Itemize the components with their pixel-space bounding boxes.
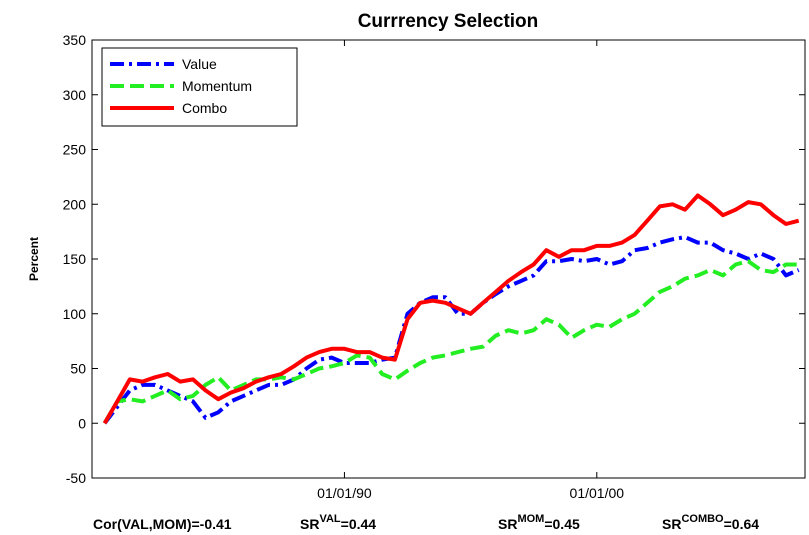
y-tick-label: 300 <box>63 87 87 103</box>
y-tick-label: -50 <box>66 470 86 486</box>
annotation: SRMOM=0.45 <box>498 513 580 532</box>
data-line <box>102 259 799 425</box>
y-tick-label: 100 <box>63 306 87 322</box>
data-line <box>103 235 800 425</box>
y-tick-label: 250 <box>63 142 87 158</box>
legend-label: Combo <box>182 100 227 116</box>
annotation-text: SR <box>662 516 681 532</box>
annotation: Cor(VAL,MOM)=-0.41 <box>93 516 232 532</box>
y-tick-label: 200 <box>63 196 87 212</box>
y-tick-label: 350 <box>63 32 87 48</box>
x-tick-label: 01/01/00 <box>570 485 625 501</box>
y-tick-label: 50 <box>70 361 86 377</box>
legend-label: Momentum <box>182 78 252 94</box>
annotation-sup: MOM <box>517 513 544 525</box>
annotation-text: SR <box>498 516 517 532</box>
annotation-tail: =0.45 <box>544 516 580 532</box>
annotation-tail: =0.44 <box>341 516 377 532</box>
chart-title: Currrency Selection <box>358 11 539 32</box>
annotation-text: SR <box>300 516 319 532</box>
annotation-text: Cor(VAL,MOM)=-0.41 <box>93 516 232 532</box>
annotation: SRVAL=0.44 <box>300 513 376 532</box>
data-line <box>102 193 800 425</box>
annotation-sup: VAL <box>319 513 340 525</box>
y-tick-label: 150 <box>63 251 87 267</box>
y-tick-label: 0 <box>78 415 86 431</box>
annotation-sup: COMBO <box>681 513 724 525</box>
x-tick-label: 01/01/90 <box>317 485 372 501</box>
annotation-tail: =0.64 <box>724 516 760 532</box>
y-axis-label: Percent <box>27 237 41 281</box>
legend-label: Value <box>182 56 217 72</box>
annotation: SRCOMBO=0.64 <box>662 513 759 532</box>
